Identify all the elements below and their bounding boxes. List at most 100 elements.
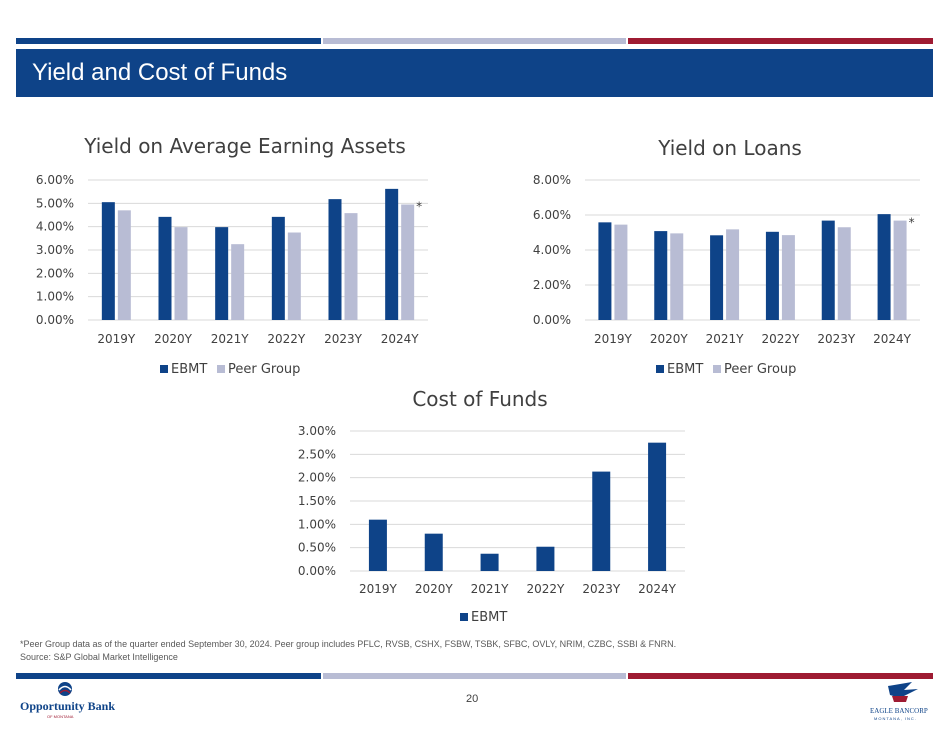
yield-earning-assets-ytick-label: 6.00% <box>36 173 74 187</box>
left-logo-name: Opportunity Bank <box>20 699 115 713</box>
yield-earning-assets-xtick-label: 2022Y <box>267 332 306 346</box>
yield-earning-assets-title: Yield on Average Earning Assets <box>83 134 406 158</box>
yield-loans-title: Yield on Loans <box>657 136 802 160</box>
yield-loans-legend-swatch <box>713 365 721 373</box>
yield-earning-assets-bar-ebmt <box>328 199 342 320</box>
eagle-icon <box>888 682 918 698</box>
cost-of-funds-xtick-label: 2022Y <box>526 582 565 596</box>
yield-loans-bar-peer <box>781 235 795 320</box>
yield-earning-assets-ytick-label: 1.00% <box>36 290 74 304</box>
yield-earning-assets-xtick-label: 2020Y <box>154 332 193 346</box>
yield-loans-bar-ebmt <box>765 231 779 320</box>
yield-earning-assets-legend-label: Peer Group <box>228 362 300 377</box>
chart-yield-earning-assets-svg: Yield on Average Earning Assets 0.00% 1.00… <box>36 134 428 377</box>
yield-loans-xtick-label: 2023Y <box>817 332 856 346</box>
cost-of-funds-ytick-label: 2.00% <box>298 471 336 485</box>
cost-of-funds-xtick-label: 2023Y <box>582 582 621 596</box>
yield-earning-assets-bar-peer <box>231 244 245 320</box>
yield-earning-assets-bar-ebmt <box>215 227 229 320</box>
slide-title: Yield and Cost of Funds <box>32 59 288 86</box>
yield-loans-ytick-label: 6.00% <box>533 208 571 222</box>
page-number: 20 <box>466 693 479 705</box>
cost-of-funds-bar-ebmt <box>368 519 387 571</box>
yield-loans-xtick-label: 2019Y <box>594 332 633 346</box>
top-stripe-red <box>628 38 933 44</box>
yield-earning-assets-xtick-label: 2019Y <box>97 332 136 346</box>
footnote-source: Source: S&P Global Market Intelligence <box>20 652 178 662</box>
yield-earning-assets-bar-peer <box>174 227 188 320</box>
cost-of-funds-xtick-label: 2020Y <box>415 582 454 596</box>
cost-of-funds-legend-label: EBMT <box>471 610 507 625</box>
yield-loans-ytick-label: 8.00% <box>533 173 571 187</box>
yield-loans-bar-ebmt <box>710 235 724 320</box>
chart-yield-earning-assets: Yield on Average Earning Assets 0.00% 1.00… <box>0 125 450 385</box>
bottom-stripe-blue <box>16 673 321 679</box>
cost-of-funds-title: Cost of Funds <box>412 387 547 411</box>
cost-of-funds-bar-ebmt <box>480 553 499 571</box>
cost-of-funds-xtick-label: 2019Y <box>359 582 398 596</box>
chart-cost-of-funds: Cost of Funds 0.00% 0.50% 1.00% 1.50% 2.00% 2.… <box>250 378 710 628</box>
yield-earning-assets-legend-swatch <box>160 365 168 373</box>
yield-earning-assets-bar-ebmt <box>101 202 115 320</box>
yield-loans-bar-ebmt <box>598 222 612 320</box>
yield-loans-xtick-label: 2024Y <box>873 332 912 346</box>
yield-earning-assets-ytick-label: 0.00% <box>36 313 74 327</box>
yield-loans-bar-peer <box>893 220 907 320</box>
yield-loans-legend-label: Peer Group <box>724 362 796 377</box>
opportunity-bank-logo: Opportunity Bank OF MONTANA <box>20 682 115 719</box>
yield-earning-assets-bar-peer <box>117 210 131 320</box>
cost-of-funds-bar-ebmt <box>424 533 443 571</box>
yield-loans-bar-peer <box>614 224 628 320</box>
eagle-bancorp-logo: EAGLE BANCORP MONTANA, INC. <box>870 682 928 721</box>
yield-loans-ytick-label: 0.00% <box>533 313 571 327</box>
yield-loans-bar-peer <box>726 229 740 320</box>
yield-loans-legend-label: EBMT <box>667 362 703 377</box>
yield-earning-assets-bar-peer <box>344 213 358 320</box>
yield-earning-assets-ytick-label: 2.00% <box>36 266 74 280</box>
footnote-peer-group: *Peer Group data as of the quarter ended… <box>20 639 677 649</box>
yield-earning-assets-ytick-label: 3.00% <box>36 243 74 257</box>
yield-loans-xtick-label: 2021Y <box>706 332 745 346</box>
cost-of-funds-xtick-label: 2021Y <box>471 582 510 596</box>
bottom-stripe-red <box>628 673 933 679</box>
chart-yield-loans: Yield on Loans 0.00% 2.00% 4.00% 6.00% 8.00% 2… <box>500 125 940 385</box>
yield-earning-assets-bar-peer <box>287 232 301 320</box>
right-logo-name: EAGLE BANCORP <box>870 707 928 715</box>
yield-loans-ytick-label: 2.00% <box>533 278 571 292</box>
yield-loans-bar-ebmt <box>821 220 835 320</box>
yield-earning-assets-annotation: * <box>416 200 422 214</box>
cost-of-funds-ytick-label: 0.00% <box>298 564 336 578</box>
yield-earning-assets-bar-ebmt <box>158 216 172 320</box>
bottom-stripe-gray <box>323 673 626 679</box>
yield-earning-assets-bar-ebmt <box>385 188 399 320</box>
yield-loans-legend-swatch <box>656 365 664 373</box>
yield-earning-assets-bar-peer <box>401 204 415 320</box>
yield-loans-bar-ebmt <box>877 214 891 320</box>
cost-of-funds-ytick-label: 1.50% <box>298 494 336 508</box>
yield-earning-assets-legend-label: EBMT <box>171 362 207 377</box>
yield-loans-xtick-label: 2020Y <box>650 332 689 346</box>
cost-of-funds-bar-ebmt <box>536 546 555 571</box>
cost-of-funds-ytick-label: 1.00% <box>298 517 336 531</box>
yield-earning-assets-ytick-label: 5.00% <box>36 196 74 210</box>
yield-loans-annotation: * <box>909 216 915 230</box>
cost-of-funds-ytick-label: 2.50% <box>298 447 336 461</box>
cost-of-funds-bar-ebmt <box>648 442 667 571</box>
cost-of-funds-ytick-label: 3.00% <box>298 424 336 438</box>
yield-earning-assets-xtick-label: 2024Y <box>381 332 420 346</box>
yield-loans-bar-ebmt <box>654 231 668 320</box>
yield-loans-ytick-label: 4.00% <box>533 243 571 257</box>
cost-of-funds-xtick-label: 2024Y <box>638 582 677 596</box>
yield-loans-bar-peer <box>670 233 684 320</box>
cost-of-funds-bar-ebmt <box>592 471 611 571</box>
yield-earning-assets-bar-ebmt <box>271 216 285 320</box>
title-band: Yield and Cost of Funds <box>16 49 933 97</box>
yield-loans-bar-peer <box>837 227 851 320</box>
top-stripe-blue <box>16 38 321 44</box>
right-logo-sub: MONTANA, INC. <box>874 716 917 721</box>
left-logo-sub: OF MONTANA <box>47 714 74 719</box>
chart-yield-loans-svg: Yield on Loans 0.00% 2.00% 4.00% 6.00% 8.00% 2… <box>533 136 920 377</box>
chart-cost-of-funds-svg: Cost of Funds 0.00% 0.50% 1.00% 1.50% 2.00% 2.… <box>298 387 685 625</box>
yield-earning-assets-ytick-label: 4.00% <box>36 220 74 234</box>
cost-of-funds-legend-swatch <box>460 613 468 621</box>
